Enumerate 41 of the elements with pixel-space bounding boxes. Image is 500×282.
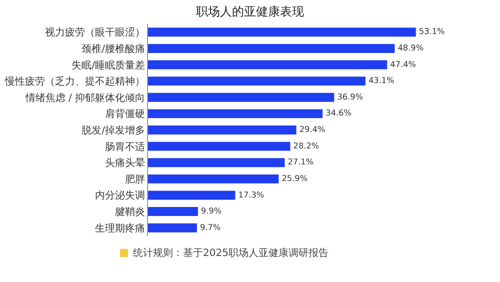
y-tick-label: 慢性疲劳（乏力、提不起精神） — [4, 76, 145, 88]
y-tick-label: 失眠/睡眠质量差 — [72, 59, 145, 72]
bar — [148, 76, 366, 86]
data-label: 29.4% — [299, 124, 326, 134]
text: 统计规则：基于2025职场人亚健康调研报告 — [133, 246, 328, 260]
bar — [148, 60, 388, 70]
bar — [148, 174, 279, 184]
data-label: 36.9% — [337, 91, 364, 102]
data-label: 43.1% — [368, 75, 395, 86]
bar — [148, 109, 323, 118]
data-label: 28.2% — [293, 140, 320, 150]
y-tick-label: 颈椎/腰椎酸痛 — [82, 42, 145, 55]
data-label: 17.3% — [238, 189, 264, 200]
bar — [148, 158, 285, 168]
bar — [148, 142, 290, 151]
data-label: 9.9% — [200, 206, 222, 216]
bar — [148, 92, 334, 102]
data-label: 48.9% — [398, 42, 424, 53]
y-tick-label: 脱发/掉发增多 — [82, 124, 145, 136]
data-label: 47.4% — [390, 58, 416, 69]
bar — [148, 190, 236, 200]
bar — [148, 44, 395, 53]
bar — [148, 207, 198, 216]
data-label: 25.9% — [282, 172, 308, 183]
bar — [148, 126, 296, 134]
bar — [148, 223, 197, 232]
y-tick-label: 视力疲劳（眼干眼涩） — [45, 26, 145, 39]
y-tick-label: 头痛头晕 — [105, 157, 145, 170]
y-tick-label: 内分泌失调 — [95, 190, 145, 202]
data-label: 9.7% — [200, 222, 221, 232]
y-tick-label: 肠胃不适 — [105, 140, 145, 153]
data-label: 34.6% — [326, 108, 352, 118]
bar — [148, 28, 416, 37]
y-tick-label: 腱鞘炎 — [115, 206, 145, 218]
y-tick-label: 生理期疼痛 — [95, 222, 145, 234]
data-label: 53.1% — [418, 26, 446, 36]
data-label: 27.1% — [288, 156, 314, 167]
y-tick-label: 肥胖 — [125, 173, 145, 186]
y-tick-label: 情绪焦虑 / 抑郁躯体化倾向 — [24, 92, 145, 104]
y-tick-label: 肩背僵硬 — [105, 108, 145, 120]
chart-title: 职场人的亚健康表现 — [196, 4, 304, 19]
